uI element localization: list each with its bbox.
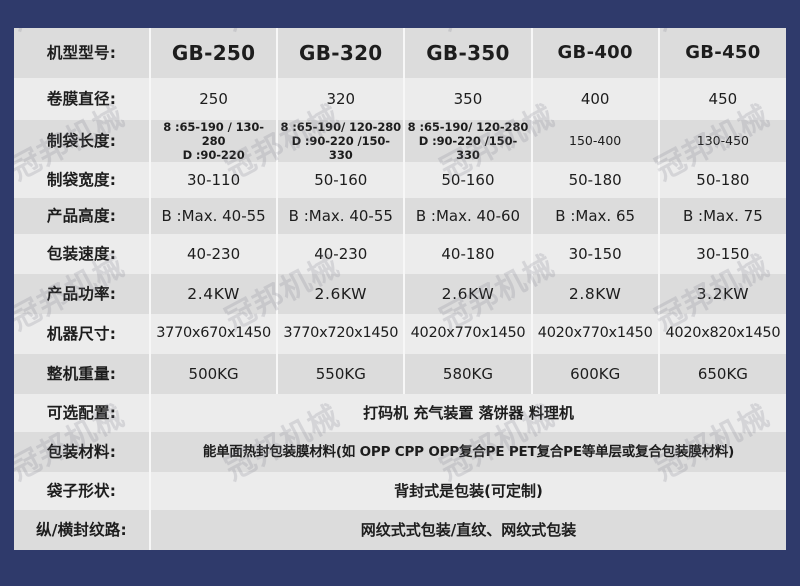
row-label: 产品高度:	[14, 198, 151, 235]
value-cell: 30-150	[658, 234, 786, 275]
row-label: 机型型号:	[14, 28, 151, 78]
value-cell: 600KG	[531, 354, 660, 395]
value-cell: B :Max. 40-55	[277, 198, 406, 235]
value-cell: B :Max. 75	[658, 198, 786, 235]
table-row: 袋子形状: 背封式是包装(可定制)	[14, 472, 786, 511]
row-label: 纵/横封纹路:	[14, 510, 151, 551]
value-cell: 8 :65-190/ 120-280 D :90-220 /150-330	[404, 120, 533, 163]
value-line: 150-400	[569, 133, 622, 149]
value-line: D :90-220	[182, 148, 245, 163]
value-cell: 2.8KW	[531, 274, 660, 315]
value-cell: 650KG	[658, 354, 786, 395]
value-cell: 4020x770x1450	[531, 314, 660, 355]
row-label: 制袋宽度:	[14, 162, 151, 199]
merged-value-cell: 背封式是包装(可定制)	[150, 472, 786, 511]
value-cell: 8 :65-190 / 130-280 D :90-220	[150, 120, 279, 163]
value-line: 8 :65-190/ 120-280	[407, 120, 529, 134]
value-cell: 130-450	[658, 120, 786, 163]
value-cell: 2.6KW	[277, 274, 406, 315]
table-row: 包装速度: 40-230 40-230 40-180 30-150 30-150	[14, 234, 786, 275]
value-cell: 3770x720x1450	[277, 314, 406, 355]
row-label: 整机重量:	[14, 354, 151, 395]
table-row: 机器尺寸: 3770x670x1450 3770x720x1450 4020x770x…	[14, 314, 786, 355]
value-line: D :90-220 /150-330	[291, 134, 391, 163]
value-cell: 580KG	[404, 354, 533, 395]
value-cell: 3.2KW	[658, 274, 786, 315]
table-row: 制袋长度: 8 :65-190 / 130-280 D :90-220 8 :65-1…	[14, 120, 786, 163]
value-cell: 2.4KW	[150, 274, 279, 315]
value-cell: 3770x670x1450	[150, 314, 279, 355]
value-cell: 50-180	[658, 162, 786, 199]
table-row: 产品高度: B :Max. 40-55 B :Max. 40-55 B :Max. 4…	[14, 198, 786, 235]
row-label: 产品功率:	[14, 274, 151, 315]
model-header-cell: GB-400	[531, 28, 660, 78]
value-cell: 50-180	[531, 162, 660, 199]
value-cell: 4020x770x1450	[404, 314, 533, 355]
row-label: 包装材料:	[14, 432, 151, 473]
value-cell: 320	[277, 78, 406, 120]
table-row: 整机重量: 500KG 550KG 580KG 600KG 650KG	[14, 354, 786, 395]
value-line: 8 :65-190 / 130-280	[163, 120, 264, 149]
table-row: 包装材料: 能单面热封包装膜材料(如 OPP CPP OPP复合PE PET复合P…	[14, 432, 786, 473]
value-cell: 50-160	[277, 162, 406, 199]
row-label: 卷膜直径:	[14, 78, 151, 120]
specification-table: 机型型号: GB-250 GB-320 GB-350 GB-400 GB-450 卷膜直径:…	[14, 28, 786, 551]
value-cell: 500KG	[150, 354, 279, 395]
model-header-cell: GB-320	[277, 28, 406, 78]
model-header-cell: GB-350	[404, 28, 533, 78]
value-cell: 50-160	[404, 162, 533, 199]
value-cell: B :Max. 65	[531, 198, 660, 235]
value-cell: 30-110	[150, 162, 279, 199]
value-cell: 40-230	[277, 234, 406, 275]
table-row: 机型型号: GB-250 GB-320 GB-350 GB-400 GB-450	[14, 28, 786, 78]
value-cell: 400	[531, 78, 660, 120]
model-header-cell: GB-450	[658, 28, 786, 78]
row-label: 包装速度:	[14, 234, 151, 275]
value-line: 130-450	[696, 133, 749, 149]
row-label: 可选配置:	[14, 394, 151, 433]
value-cell: 550KG	[277, 354, 406, 395]
table-row: 卷膜直径: 250 320 350 400 450	[14, 78, 786, 120]
value-cell: 250	[150, 78, 279, 120]
value-cell: 2.6KW	[404, 274, 533, 315]
row-label: 制袋长度:	[14, 120, 151, 163]
value-line: D :90-220 /150-330	[418, 134, 518, 163]
table-row: 制袋宽度: 30-110 50-160 50-160 50-180 50-180	[14, 162, 786, 199]
value-cell: 40-230	[150, 234, 279, 275]
table-row: 可选配置: 打码机 充气装置 落饼器 料理机	[14, 394, 786, 433]
row-label: 袋子形状:	[14, 472, 151, 511]
value-cell: 4020x820x1450	[658, 314, 786, 355]
value-cell: 450	[658, 78, 786, 120]
specification-table-container: 机型型号: GB-250 GB-320 GB-350 GB-400 GB-450 卷膜直径:…	[14, 28, 786, 551]
value-cell: 8 :65-190/ 120-280 D :90-220 /150-330	[277, 120, 406, 163]
specification-table-body: 机型型号: GB-250 GB-320 GB-350 GB-400 GB-450 卷膜直径:…	[14, 28, 786, 551]
merged-value-cell: 打码机 充气装置 落饼器 料理机	[150, 394, 786, 433]
value-cell: 30-150	[531, 234, 660, 275]
value-line: 8 :65-190/ 120-280	[280, 120, 402, 134]
table-row: 纵/横封纹路: 网纹式式包装/直纹、网纹式包装	[14, 510, 786, 551]
value-cell: B :Max. 40-60	[404, 198, 533, 235]
merged-value-cell: 能单面热封包装膜材料(如 OPP CPP OPP复合PE PET复合PE等单层或…	[150, 432, 786, 473]
row-label: 机器尺寸:	[14, 314, 151, 355]
value-cell: 40-180	[404, 234, 533, 275]
value-cell: 350	[404, 78, 533, 120]
model-header-cell: GB-250	[150, 28, 279, 78]
table-row: 产品功率: 2.4KW 2.6KW 2.6KW 2.8KW 3.2KW	[14, 274, 786, 315]
merged-value-cell: 网纹式式包装/直纹、网纹式包装	[150, 510, 786, 551]
value-cell: 150-400	[531, 120, 660, 163]
value-cell: B :Max. 40-55	[150, 198, 279, 235]
